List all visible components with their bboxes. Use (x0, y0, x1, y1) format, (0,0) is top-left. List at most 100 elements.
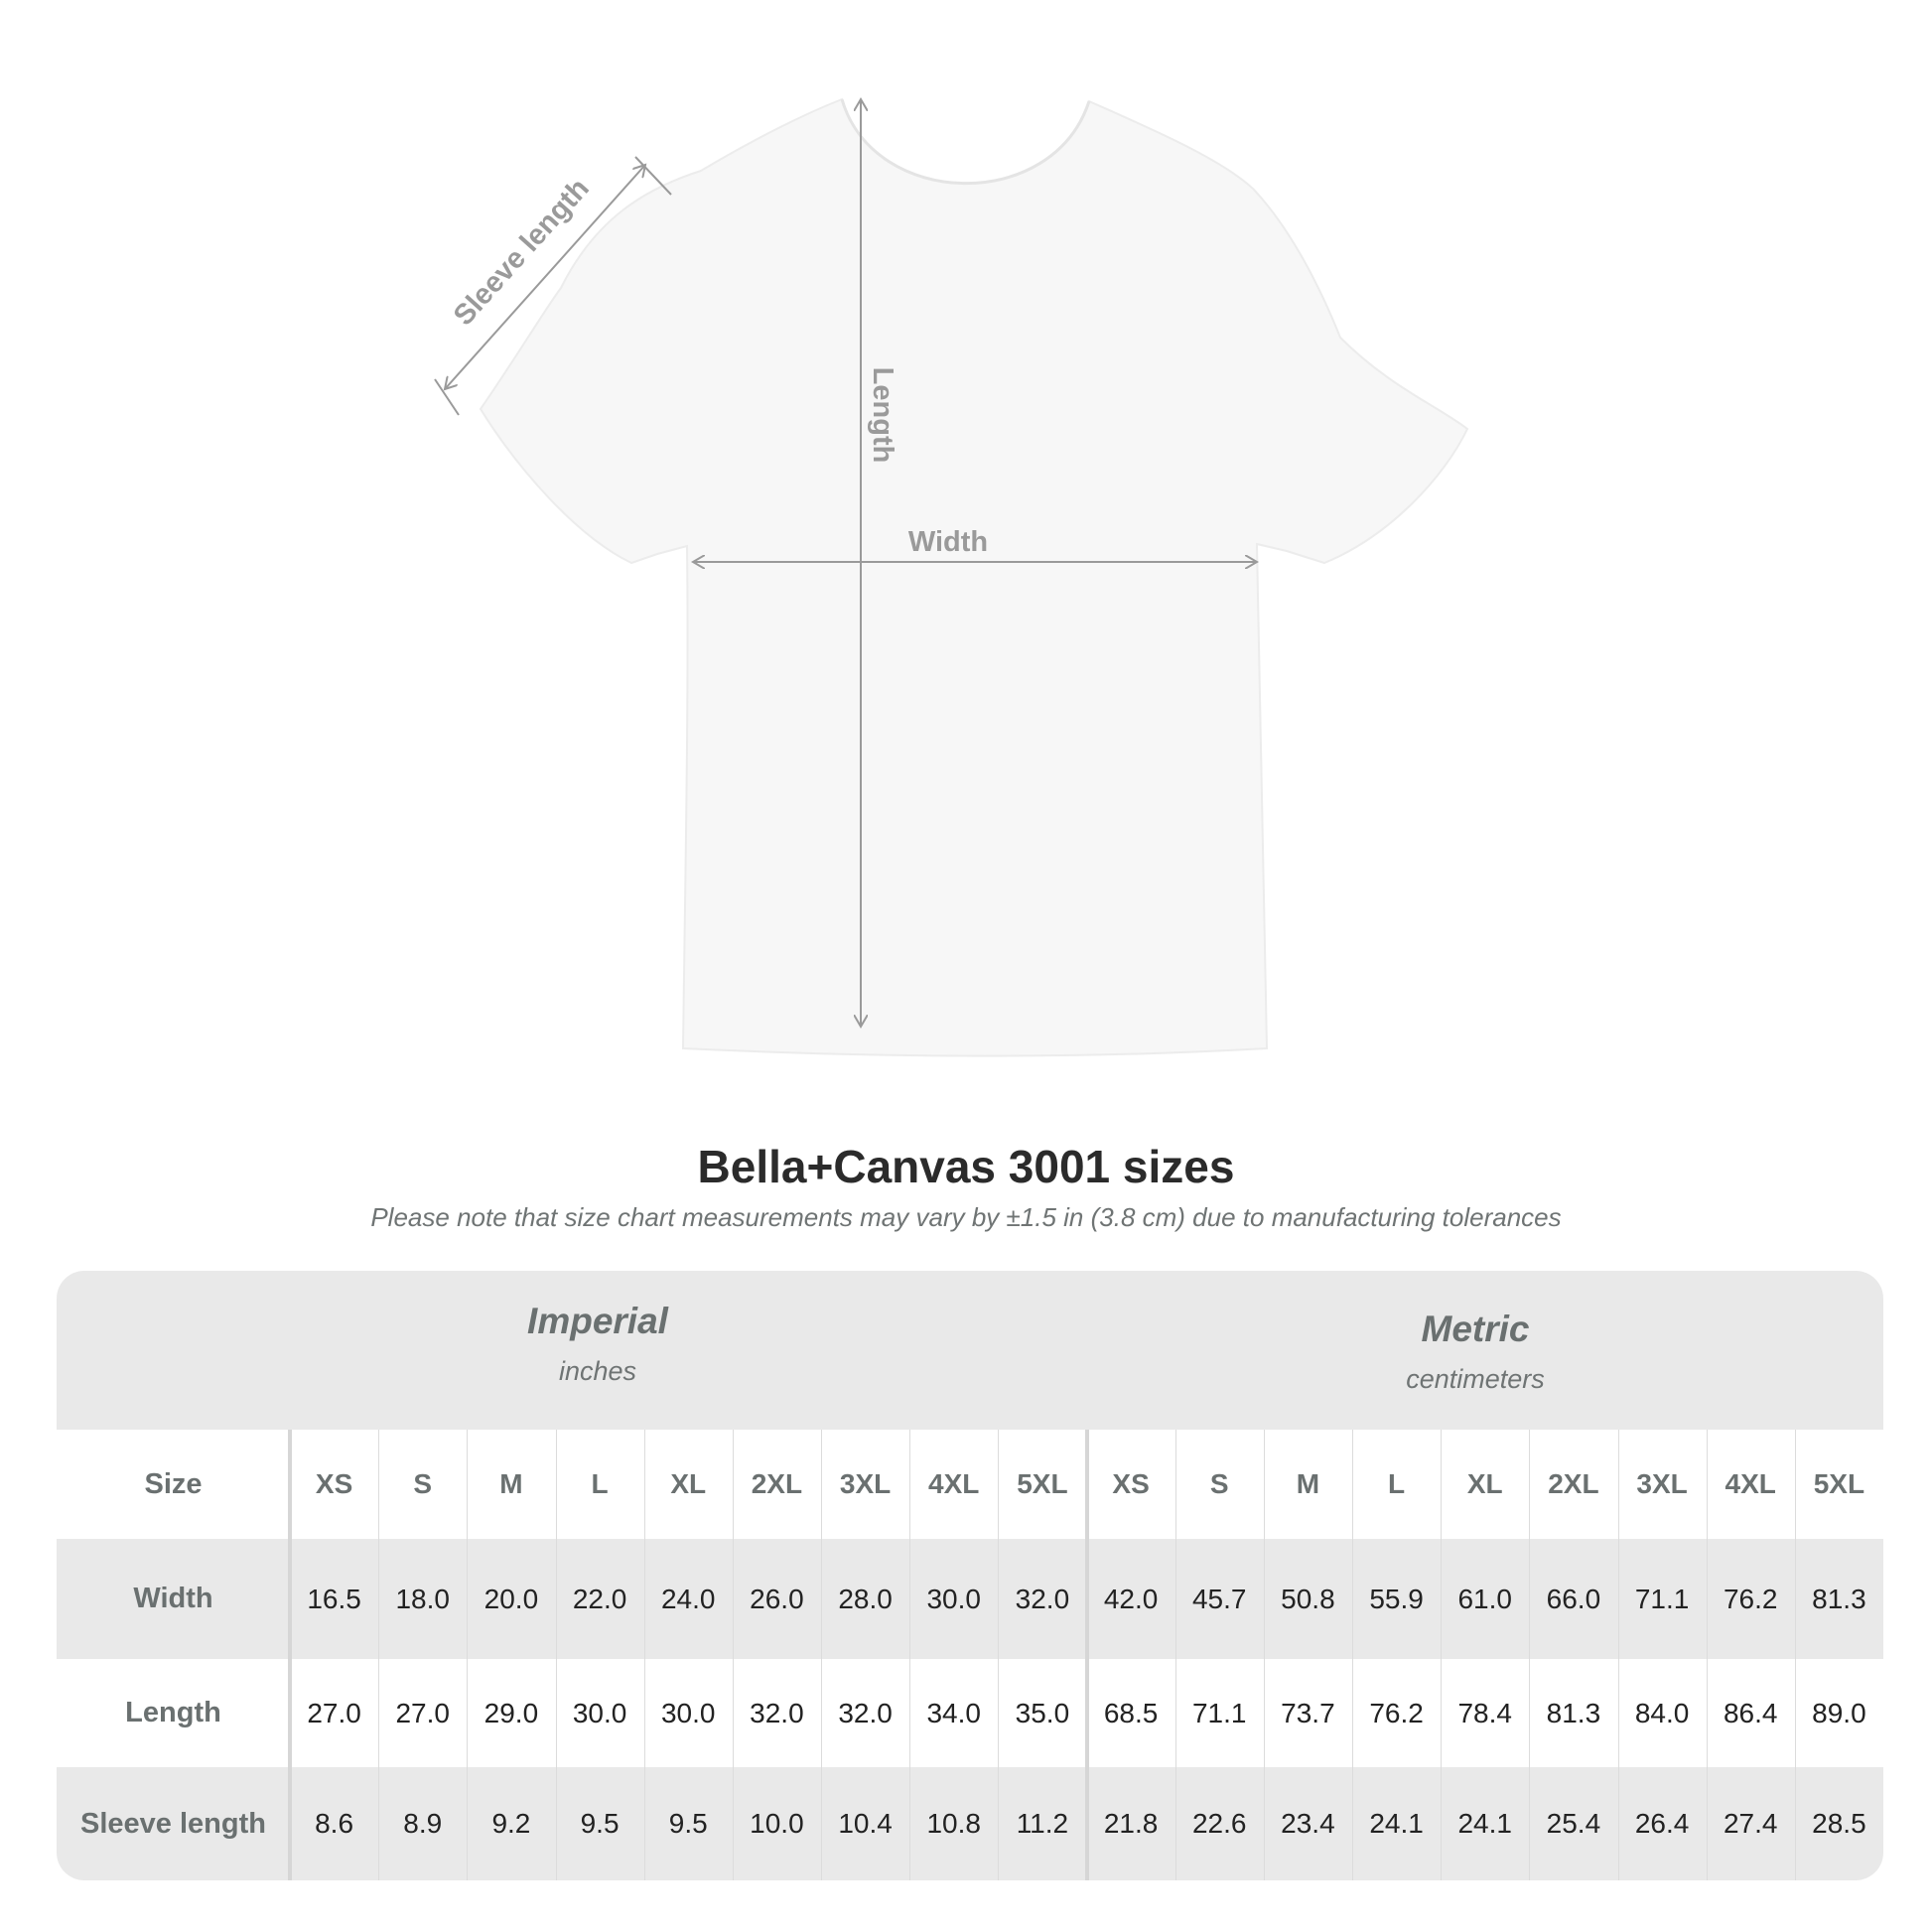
row-label: Width (133, 1583, 213, 1614)
table-cell: 27.4 (1723, 1808, 1778, 1839)
table-cell: 66.0 (1546, 1583, 1601, 1614)
table-cell: 55.9 (1369, 1583, 1424, 1614)
table-cell: 35.0 (1015, 1697, 1070, 1728)
size-column-header: 3XL (839, 1468, 892, 1499)
table-cell: 71.1 (1634, 1583, 1690, 1614)
tshirt-diagram: Sleeve length Length Width (434, 0, 1469, 1057)
table-cell: 45.7 (1191, 1583, 1247, 1614)
table-cell: 76.2 (1723, 1583, 1778, 1614)
sleeve-tick (634, 156, 672, 196)
table-cell: 50.8 (1281, 1583, 1335, 1614)
metric-unit: centimeters (1406, 1364, 1545, 1394)
table-cell: 61.0 (1457, 1583, 1512, 1614)
table-cell: 81.3 (1812, 1583, 1866, 1614)
row-label: Length (125, 1697, 221, 1728)
page-title: Bella+Canvas 3001 sizes (697, 1141, 1235, 1192)
row-band (57, 1767, 1883, 1880)
table-cell: 24.1 (1457, 1808, 1512, 1839)
length-label: Length (867, 367, 898, 464)
column-divider (1174, 1430, 1176, 1880)
column-divider (1084, 1430, 1089, 1880)
table-cell: 71.1 (1191, 1697, 1247, 1728)
sleeve-measure-line (445, 165, 645, 389)
size-column-header: 5XL (1017, 1468, 1068, 1499)
table-cell: 18.0 (395, 1583, 450, 1614)
size-column-header: 4XL (1725, 1468, 1776, 1499)
header-band (57, 1271, 1883, 1430)
table-cell: 23.4 (1281, 1808, 1335, 1839)
table-cell: 9.5 (580, 1808, 620, 1839)
column-divider (1441, 1430, 1443, 1880)
table-cell: 30.0 (572, 1697, 627, 1728)
size-column-header: L (1388, 1468, 1406, 1499)
size-column-header: 2XL (751, 1468, 803, 1499)
size-column-header: XL (1466, 1468, 1503, 1499)
table-cell: 28.0 (838, 1583, 893, 1614)
size-table: Imperial inches Metric centimeters Size X… (57, 1271, 1883, 1880)
table-cell: 73.7 (1281, 1697, 1335, 1728)
column-divider (732, 1430, 734, 1880)
table-cell: 29.0 (483, 1697, 539, 1728)
table-cell: 30.0 (660, 1697, 716, 1728)
size-column-header: S (413, 1468, 433, 1499)
column-divider (378, 1430, 380, 1880)
width-label: Width (908, 526, 988, 558)
size-column-header: S (1209, 1468, 1229, 1499)
column-divider (1352, 1430, 1353, 1880)
size-column-header: XS (315, 1468, 353, 1499)
size-column-header: M (1296, 1468, 1320, 1499)
column-divider (288, 1430, 292, 1880)
table-cell: 24.1 (1369, 1808, 1424, 1839)
table-cell: 25.4 (1546, 1808, 1601, 1839)
table-cell: 26.0 (750, 1583, 804, 1614)
table-cell: 24.0 (660, 1583, 716, 1614)
table-cell: 26.4 (1634, 1808, 1690, 1839)
row-band (57, 1539, 1883, 1659)
column-divider (821, 1430, 822, 1880)
size-column-header: XL (670, 1468, 707, 1499)
table-cell: 9.5 (668, 1808, 708, 1839)
table-cell: 16.5 (307, 1583, 361, 1614)
column-divider (555, 1430, 557, 1880)
size-column-header: 3XL (1636, 1468, 1688, 1499)
table-cell: 32.0 (838, 1697, 893, 1728)
table-cell: 21.8 (1103, 1808, 1159, 1839)
metric-title: Metric (1421, 1309, 1530, 1349)
table-cell: 42.0 (1103, 1583, 1159, 1614)
size-header-label: Size (144, 1467, 203, 1500)
table-cell: 32.0 (1015, 1583, 1070, 1614)
table-cell: 27.0 (307, 1697, 361, 1728)
column-divider (1529, 1430, 1531, 1880)
table-cell: 32.0 (750, 1697, 804, 1728)
size-column-header: 5XL (1813, 1468, 1865, 1499)
row-label: Sleeve length (80, 1807, 266, 1840)
table-cell: 10.8 (926, 1808, 981, 1839)
table-cell: 89.0 (1812, 1697, 1866, 1728)
column-divider (467, 1430, 469, 1880)
sleeve-tick (434, 378, 460, 416)
table-cell: 81.3 (1546, 1697, 1601, 1728)
column-divider (1706, 1430, 1708, 1880)
imperial-title: Imperial (527, 1301, 668, 1341)
table-cell: 76.2 (1369, 1697, 1424, 1728)
table-cell: 10.0 (750, 1808, 804, 1839)
column-divider (643, 1430, 645, 1880)
table-cell: 34.0 (926, 1697, 981, 1728)
size-column-header: 2XL (1548, 1468, 1599, 1499)
table-cell: 11.2 (1016, 1808, 1069, 1839)
table-cell: 22.6 (1191, 1808, 1247, 1839)
table-cell: 9.2 (491, 1808, 531, 1839)
table-cell: 84.0 (1634, 1697, 1690, 1728)
tshirt-shape (479, 97, 1469, 1057)
imperial-group-header: Imperial inches (300, 1301, 896, 1387)
table-cell: 86.4 (1723, 1697, 1778, 1728)
column-divider (1263, 1430, 1265, 1880)
table-cell: 68.5 (1103, 1697, 1159, 1728)
tolerance-note: Please note that size chart measurements… (370, 1202, 1562, 1232)
column-divider (909, 1430, 911, 1880)
table-cell: 28.5 (1812, 1808, 1866, 1839)
size-column-header: XS (1112, 1468, 1150, 1499)
size-column-header: 4XL (928, 1468, 980, 1499)
table-cell: 20.0 (483, 1583, 539, 1614)
table-cell: 8.9 (403, 1808, 443, 1839)
